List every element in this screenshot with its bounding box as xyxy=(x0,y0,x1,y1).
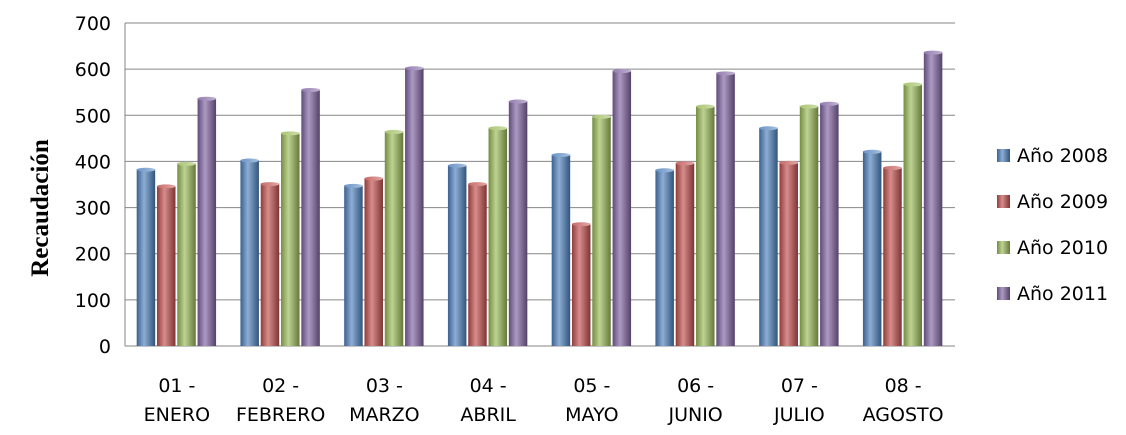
y-tick-label: 300 xyxy=(75,198,111,220)
bar xyxy=(862,149,882,346)
x-tick-label: ENERO xyxy=(144,404,210,426)
legend-swatch xyxy=(997,149,1010,162)
bar xyxy=(779,160,798,346)
x-tick-label: ABRIL xyxy=(460,404,516,426)
bar xyxy=(571,222,591,346)
x-tick-label: 02 - xyxy=(262,375,299,397)
x-tick-label: MAYO xyxy=(565,404,618,426)
legend: Año 2008 Año 2009 Año 2010 Año 2011 xyxy=(997,145,1108,305)
bar xyxy=(405,66,424,346)
y-tick-label: 200 xyxy=(75,244,111,266)
bar xyxy=(301,87,320,347)
bar xyxy=(364,176,383,346)
bar xyxy=(508,99,528,346)
legend-item: Año 2009 xyxy=(997,191,1108,213)
bar xyxy=(883,165,902,346)
y-tick-label: 0 xyxy=(99,336,111,358)
legend-swatch xyxy=(997,241,1010,254)
legend-label: Año 2008 xyxy=(1017,145,1108,167)
x-tick-label: 05 - xyxy=(573,375,610,397)
bar xyxy=(592,114,611,346)
bar xyxy=(197,96,217,346)
legend-label: Año 2011 xyxy=(1017,283,1108,305)
bar xyxy=(260,182,280,346)
bar xyxy=(156,184,176,346)
x-tick-label: JULIO xyxy=(773,404,825,426)
y-tick-label: 700 xyxy=(75,13,111,35)
bar xyxy=(281,131,300,346)
bar xyxy=(447,163,467,346)
y-axis-ticks: 0 100 200 300 400 500 600 700 xyxy=(75,13,111,358)
y-tick-label: 100 xyxy=(75,290,111,312)
bar xyxy=(384,129,404,346)
x-tick-label: 04 - xyxy=(470,375,507,397)
x-tick-label: 08 - xyxy=(885,375,922,397)
legend-swatch xyxy=(997,287,1010,300)
x-tick-label: AGOSTO xyxy=(863,404,944,426)
bar xyxy=(799,104,819,346)
x-axis-ticks: 01 - ENERO 02 - FEBRERO 03 - MARZO 04 - ABRIL 05… xyxy=(144,375,944,426)
legend-item: Año 2011 xyxy=(997,283,1108,305)
bar xyxy=(468,182,487,346)
x-tick-label: FEBRERO xyxy=(236,404,325,426)
bar xyxy=(488,126,508,346)
bar xyxy=(177,161,196,346)
x-tick-label: 03 - xyxy=(366,375,403,397)
bar xyxy=(759,126,778,346)
bar xyxy=(655,168,674,346)
bar xyxy=(923,50,943,346)
y-tick-label: 400 xyxy=(75,151,111,173)
y-tick-label: 500 xyxy=(75,105,111,127)
x-tick-label: 06 - xyxy=(677,375,714,397)
bar xyxy=(696,104,715,346)
bar xyxy=(612,69,632,346)
bar xyxy=(344,183,363,346)
y-tick-label: 600 xyxy=(75,59,111,81)
bar xyxy=(903,82,923,346)
bar xyxy=(820,101,839,346)
legend-label: Año 2009 xyxy=(1017,191,1108,213)
x-tick-label: 07 - xyxy=(781,375,818,397)
bar xyxy=(551,153,571,346)
x-tick-label: JUNIO xyxy=(667,404,722,426)
legend-item: Año 2010 xyxy=(997,237,1108,259)
bar xyxy=(240,158,259,346)
x-tick-label: 01 - xyxy=(158,375,195,397)
x-tick-label: MARZO xyxy=(349,404,420,426)
y-axis-label: Recaudación xyxy=(27,139,54,277)
legend-label: Año 2010 xyxy=(1017,237,1108,259)
bar xyxy=(716,71,735,346)
bar xyxy=(675,161,695,346)
bar xyxy=(136,167,156,346)
legend-swatch xyxy=(997,195,1010,208)
bars xyxy=(136,50,943,347)
legend-item: Año 2008 xyxy=(997,145,1108,167)
